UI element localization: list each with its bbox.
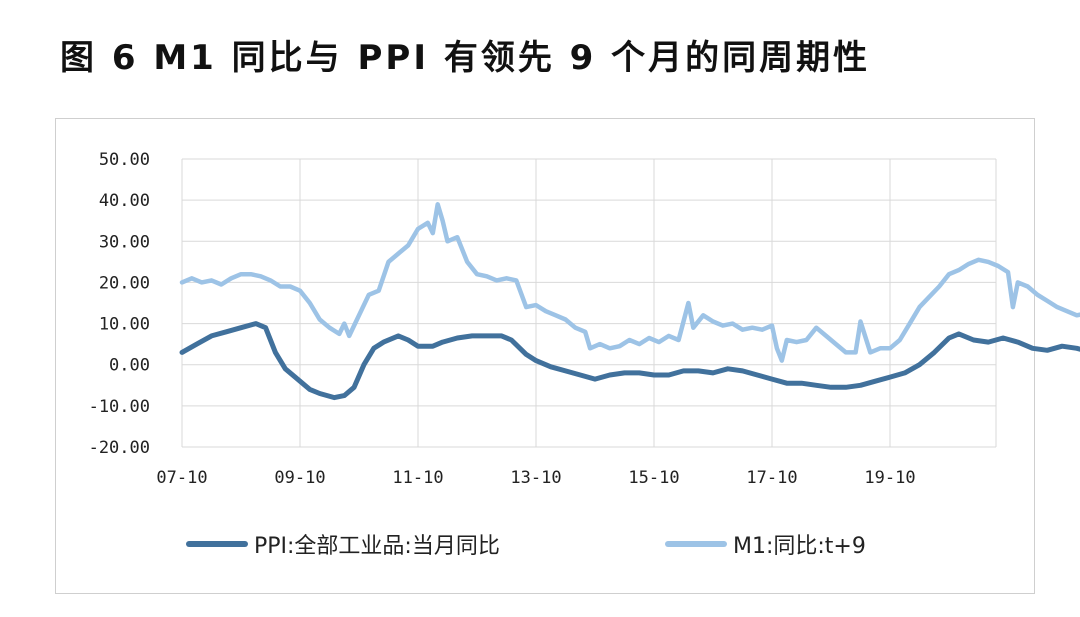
y-axis-ticks: 50.00 40.00 30.00 20.00 10.00 0.00 -10.00 -20.0… <box>89 150 150 458</box>
y-tick-label: 20.00 <box>99 273 150 293</box>
series-line-ppi <box>179 321 1080 401</box>
chart-frame <box>55 118 1035 594</box>
series-line-m1 <box>179 202 1080 363</box>
y-tick-label: 50.00 <box>99 150 150 170</box>
legend-swatch-m1 <box>665 541 727 547</box>
x-tick-label: 13-10 <box>510 468 561 488</box>
legend-label-ppi: PPI:全部工业品:当月同比 <box>254 534 500 559</box>
legend-swatch-ppi <box>186 541 248 547</box>
x-tick-label: 15-10 <box>628 468 679 488</box>
y-tick-label: 40.00 <box>99 191 150 211</box>
y-tick-label: 30.00 <box>99 232 150 252</box>
gridlines <box>181 158 997 448</box>
legend-item-m1: M1:同比:t+9 <box>665 524 866 564</box>
legend-item-ppi: PPI:全部工业品:当月同比 <box>186 524 500 564</box>
x-tick-label: 09-10 <box>274 468 325 488</box>
y-tick-label: 10.00 <box>99 315 150 335</box>
x-tick-label: 11-10 <box>392 468 443 488</box>
y-tick-label: -20.00 <box>89 438 150 458</box>
x-tick-label: 17-10 <box>746 468 797 488</box>
x-tick-label: 19-10 <box>864 468 915 488</box>
legend-label-m1: M1:同比:t+9 <box>733 534 866 559</box>
figure-title: 图 6 M1 同比与 PPI 有领先 9 个月的同周期性 <box>60 38 871 78</box>
y-tick-label: -10.00 <box>89 397 150 417</box>
y-tick-label: 0.00 <box>109 356 150 376</box>
series-lines <box>179 202 1080 401</box>
x-axis-ticks: 07-10 09-10 11-10 13-10 15-10 17-10 19-10 <box>156 468 915 488</box>
x-tick-label: 07-10 <box>156 468 207 488</box>
